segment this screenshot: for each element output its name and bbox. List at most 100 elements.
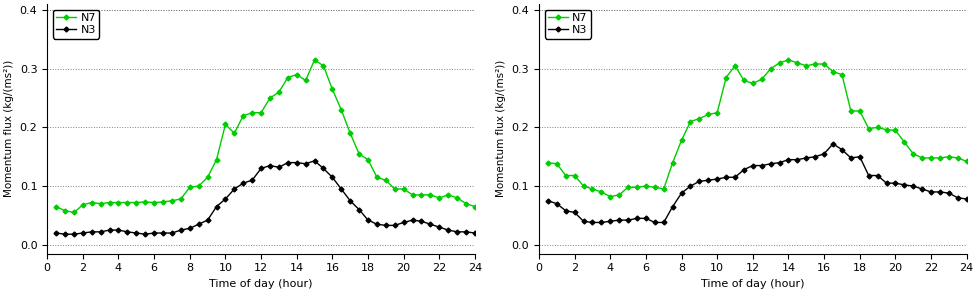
N3 [746, 164, 758, 167]
N7 [701, 113, 713, 116]
N3 [469, 231, 481, 235]
N7 [738, 79, 749, 82]
N7 [658, 187, 669, 191]
N3 [309, 159, 320, 163]
N3 [684, 184, 696, 188]
N7 [335, 108, 347, 112]
N7 [353, 152, 364, 156]
N3 [853, 155, 865, 159]
N7 [246, 111, 258, 115]
N3 [264, 164, 276, 167]
Line: N3: N3 [545, 142, 967, 224]
N7 [915, 156, 927, 160]
N3 [550, 202, 562, 205]
N7 [907, 152, 918, 156]
N7 [406, 193, 418, 197]
N7 [746, 82, 758, 85]
N7 [818, 62, 829, 66]
N7 [469, 205, 481, 208]
N3 [149, 231, 160, 235]
N3 [273, 166, 284, 169]
N7 [318, 64, 329, 68]
N7 [210, 158, 222, 161]
N3 [50, 231, 62, 235]
N7 [790, 61, 802, 64]
N7 [569, 174, 580, 177]
N7 [219, 123, 231, 126]
N7 [541, 161, 553, 164]
N3 [790, 158, 802, 161]
N7 [237, 114, 249, 117]
N3 [879, 181, 891, 185]
N3 [658, 221, 669, 224]
N3 [719, 176, 731, 179]
N7 [398, 187, 409, 191]
N7 [844, 109, 856, 113]
N3 [675, 191, 687, 195]
N7 [95, 202, 106, 205]
N3 [166, 231, 178, 235]
N3 [361, 218, 373, 222]
N3 [290, 161, 302, 164]
N3 [559, 209, 571, 212]
N7 [959, 160, 971, 163]
N3 [809, 155, 821, 159]
N3 [398, 221, 409, 224]
N3 [595, 221, 607, 224]
N3 [246, 178, 258, 182]
N7 [415, 193, 427, 197]
N7 [675, 139, 687, 142]
N3 [210, 205, 222, 208]
N7 [264, 96, 276, 100]
N7 [595, 190, 607, 194]
Line: N3: N3 [55, 159, 476, 236]
N7 [229, 132, 240, 135]
N7 [273, 91, 284, 94]
N7 [361, 158, 373, 161]
N7 [951, 156, 962, 160]
N3 [907, 184, 918, 188]
N7 [104, 201, 115, 204]
N3 [773, 161, 785, 164]
N7 [201, 176, 213, 179]
N7 [121, 201, 133, 204]
N7 [621, 185, 633, 189]
N3 [112, 228, 124, 232]
N7 [693, 117, 704, 120]
N7 [175, 197, 187, 201]
N3 [229, 187, 240, 191]
N7 [192, 184, 204, 188]
N7 [59, 209, 70, 212]
N7 [613, 193, 624, 197]
N3 [237, 181, 249, 185]
Legend: N7, N3: N7, N3 [53, 10, 100, 39]
N3 [406, 218, 418, 222]
N3 [86, 230, 98, 234]
N3 [77, 231, 89, 235]
N3 [201, 218, 213, 222]
N7 [719, 76, 731, 79]
N7 [370, 176, 382, 179]
N7 [649, 185, 660, 189]
N3 [569, 211, 580, 214]
N3 [862, 174, 873, 177]
N3 [613, 218, 624, 222]
N7 [764, 67, 776, 71]
N3 [157, 231, 169, 235]
N3 [871, 174, 882, 177]
N7 [86, 201, 98, 204]
N7 [710, 111, 722, 115]
N7 [550, 162, 562, 166]
N3 [326, 176, 338, 179]
N3 [370, 222, 382, 226]
N3 [139, 232, 150, 236]
N3 [827, 142, 838, 146]
N3 [604, 219, 616, 223]
N7 [157, 200, 169, 204]
N7 [424, 193, 436, 197]
N7 [862, 127, 873, 130]
N3 [755, 164, 767, 167]
N3 [889, 181, 901, 185]
N7 [933, 156, 945, 160]
N3 [175, 228, 187, 232]
